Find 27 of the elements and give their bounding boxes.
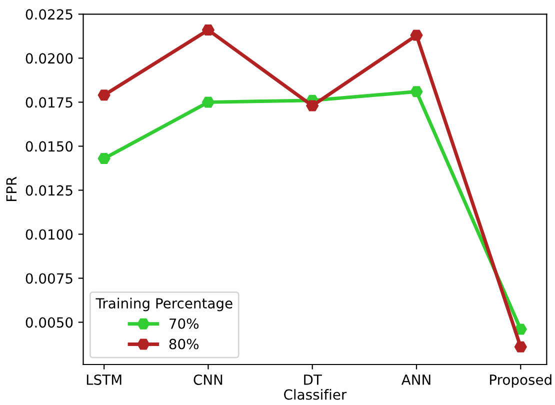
- y-tick-label: 0.0175: [26, 97, 72, 108]
- point: [202, 24, 214, 36]
- legend-title: Training Percentage: [96, 298, 232, 312]
- y-tick-label: 0.0225: [26, 9, 72, 20]
- legend-label: 80%: [169, 338, 199, 350]
- point: [410, 86, 423, 98]
- point: [514, 341, 527, 352]
- x-tick-label: CNN: [194, 374, 222, 385]
- point: [514, 324, 527, 335]
- y-tick-label: 0.0125: [26, 185, 72, 196]
- y-tick-label: 0.0150: [26, 141, 73, 152]
- y-tick-label: 0.0075: [26, 273, 72, 284]
- y-axis-title: FPR: [6, 176, 16, 201]
- x-tick-label: DT: [304, 374, 322, 385]
- x-axis-title: Classifier: [284, 389, 347, 400]
- x-tick-label: LSTM: [86, 374, 122, 385]
- point: [98, 153, 110, 164]
- point: [306, 100, 319, 112]
- y-tick-label: 0.0050: [26, 317, 73, 328]
- point: [410, 30, 423, 41]
- legend-label: 70%: [170, 318, 199, 329]
- point: [202, 96, 214, 108]
- y-tick-label: 0.0200: [26, 53, 73, 64]
- y-tick-label: 0.0100: [26, 229, 73, 240]
- x-tick-label: ANN: [401, 374, 430, 385]
- point: [98, 90, 110, 101]
- x-tick-label: Proposed: [490, 374, 552, 388]
